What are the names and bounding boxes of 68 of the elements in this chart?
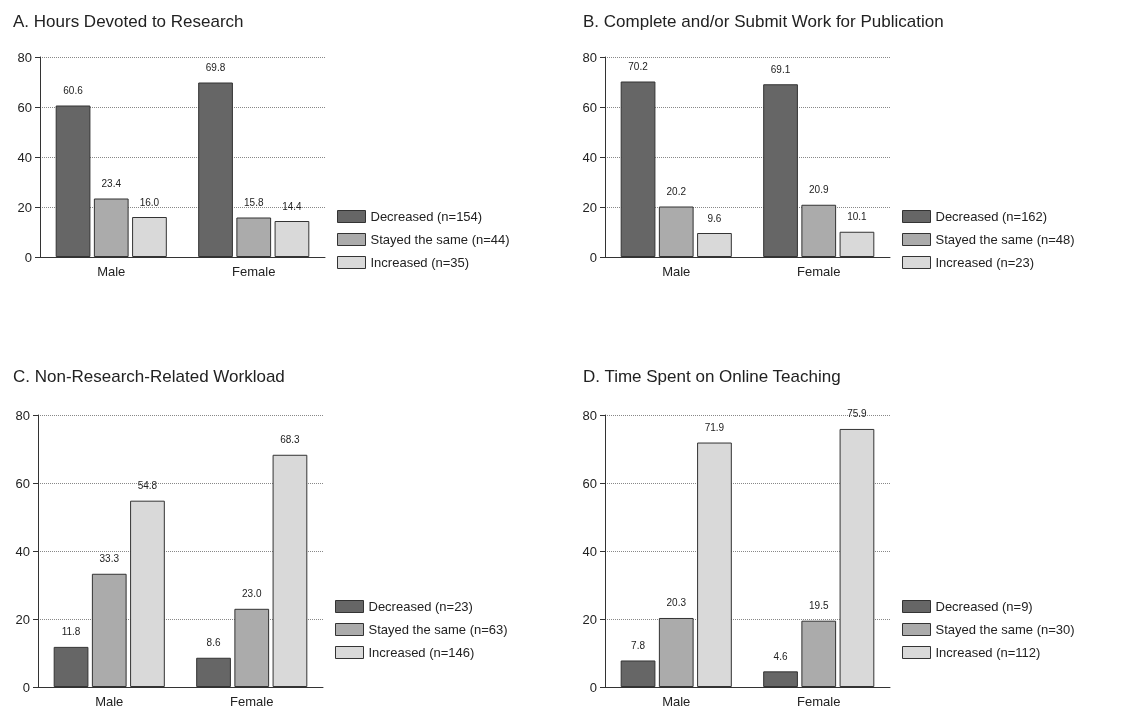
data-label: 23.0: [242, 588, 262, 600]
data-label: 15.8: [244, 197, 264, 208]
y-tick-label: 0: [24, 249, 32, 265]
y-tick-label: 40: [15, 543, 30, 559]
legend-label: Stayed the same (n=63): [368, 622, 508, 637]
y-tick-label: 40: [582, 543, 597, 559]
x-tick-label: Female: [797, 264, 841, 279]
legend-label: Increased (n=112): [935, 645, 1041, 660]
data-label: 33.3: [99, 553, 120, 565]
y-tick-label: 80: [17, 49, 32, 65]
y-tick-label: 80: [15, 407, 30, 423]
data-label: 9.6: [707, 212, 722, 224]
data-label: 20.3: [666, 597, 687, 609]
y-tick-label: 20: [582, 199, 597, 215]
legend-label: Decreased (n=23): [368, 599, 473, 614]
data-label: 69.8: [205, 62, 226, 73]
y-tick-label: 0: [589, 249, 597, 265]
chart-title: A. Hours Devoted to Research: [13, 12, 244, 31]
x-tick-label: Male: [662, 694, 691, 709]
y-tick-label: 80: [582, 407, 597, 423]
legend-label: Stayed the same (n=48): [935, 232, 1075, 247]
x-tick-label: Female: [230, 694, 274, 709]
data-label: 10.1: [847, 211, 868, 223]
legend-label: Stayed the same (n=30): [935, 622, 1075, 637]
chart-title: D. Time Spent on Online Teaching: [583, 367, 841, 386]
data-label: 54.8: [137, 480, 158, 492]
legend-label: Increased (n=35): [370, 255, 470, 270]
legend-label: Stayed the same (n=44): [370, 232, 510, 247]
legend-label: Increased (n=146): [368, 645, 475, 660]
y-tick-label: 60: [15, 475, 30, 491]
data-label: 19.5: [809, 600, 829, 612]
data-label: 14.4: [282, 200, 303, 212]
x-tick-label: Female: [797, 694, 841, 709]
data-label: 60.6: [63, 85, 84, 96]
data-label: 71.9: [704, 422, 725, 434]
y-tick-label: 20: [582, 611, 597, 627]
y-tick-label: 40: [17, 149, 32, 165]
y-tick-label: 0: [589, 679, 597, 695]
y-tick-label: 20: [17, 199, 32, 215]
data-label: 75.9: [847, 408, 868, 420]
chart-title: C. Non-Research-Related Workload: [13, 367, 285, 386]
data-label: 8.6: [206, 637, 221, 649]
y-tick-label: 60: [582, 99, 597, 115]
x-tick-label: Male: [97, 264, 126, 279]
data-label: 11.8: [61, 626, 81, 638]
data-label: 23.4: [101, 178, 122, 189]
legend-label: Decreased (n=162): [935, 209, 1048, 224]
x-tick-label: Female: [232, 264, 276, 279]
x-tick-label: Male: [662, 264, 691, 279]
data-label: 20.2: [666, 186, 687, 197]
y-tick-label: 40: [582, 149, 597, 165]
y-tick-label: 60: [17, 99, 32, 115]
y-tick-label: 0: [22, 679, 30, 695]
data-label: 16.0: [139, 196, 160, 208]
data-label: 20.9: [809, 184, 829, 196]
data-label: 70.2: [628, 61, 649, 72]
legend-label: Increased (n=23): [935, 255, 1035, 270]
data-label: 7.8: [631, 639, 646, 651]
y-tick-label: 80: [582, 49, 597, 65]
legend-label: Decreased (n=154): [370, 209, 483, 224]
data-label: 68.3: [280, 434, 301, 446]
data-label: 69.1: [770, 63, 791, 75]
y-tick-label: 60: [582, 475, 597, 491]
y-tick-label: 20: [15, 611, 30, 627]
legend-label: Decreased (n=9): [935, 599, 1033, 614]
chart-title: B. Complete and/or Submit Work for Publication: [583, 12, 944, 31]
data-label: 4.6: [773, 650, 788, 662]
x-tick-label: Male: [95, 694, 124, 709]
